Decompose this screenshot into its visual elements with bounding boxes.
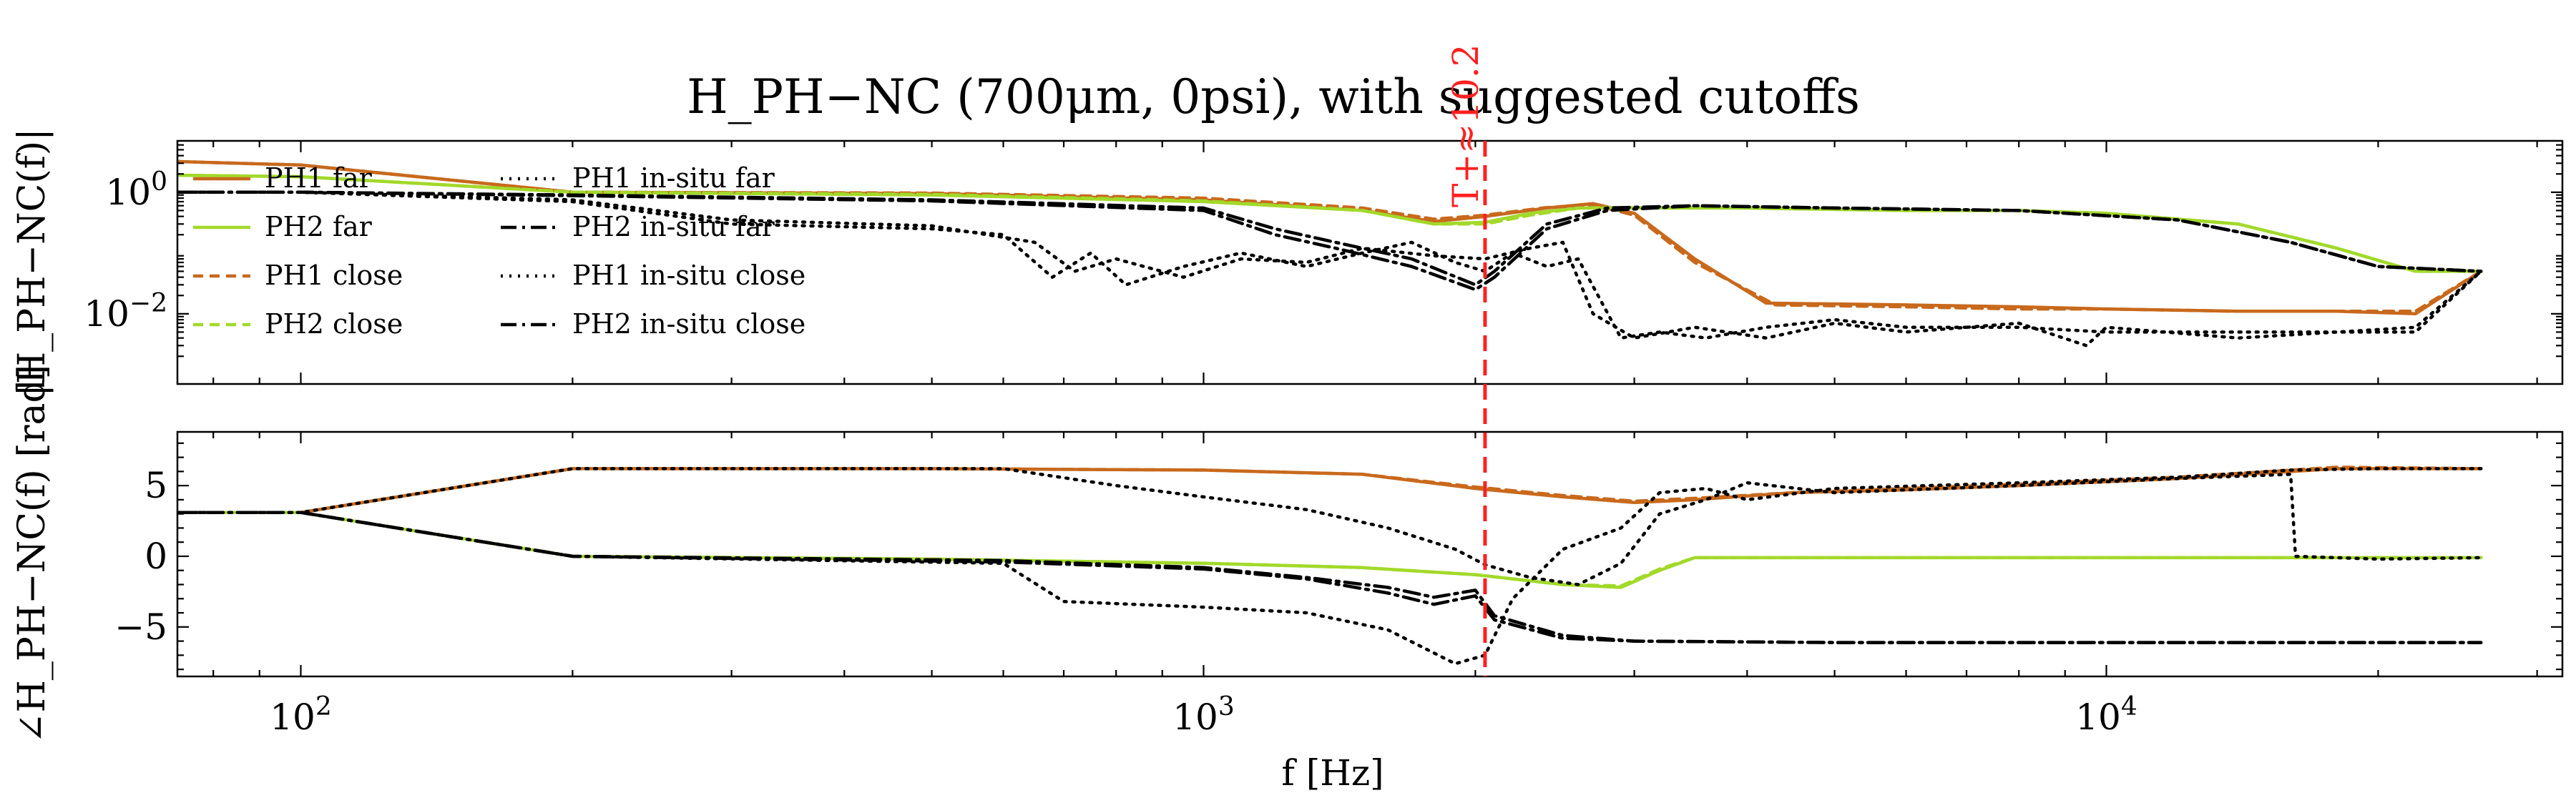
phase-series-ph1-in-situ-far — [177, 467, 2483, 586]
phase-series-ph2-far — [177, 511, 2483, 589]
phase-ytick-label: 0 — [145, 536, 167, 577]
legend-label: PH1 close — [265, 260, 403, 291]
magnitude-series-ph1-far — [177, 159, 2483, 316]
legend-label: PH1 in-situ far — [572, 162, 775, 194]
magnitude-series-ph1-in-situ-close — [177, 190, 2483, 348]
phase-series-ph2-in-situ-close — [177, 511, 2483, 644]
legend-label: PH2 far — [265, 211, 373, 242]
cutoff-marker: T+≈10.2 — [1445, 44, 1487, 676]
cutoff-label: T+≈10.2 — [1445, 44, 1487, 207]
magnitude-ytick-label: 10−2 — [84, 289, 167, 335]
phase-ylabel: ∠H_PH−NC(f) [rad] — [11, 365, 54, 744]
magnitude-ytick-label: 100 — [105, 167, 167, 213]
phase-panel: 5 0 −5 ∠H_PH−NC(f) [rad] — [11, 365, 2564, 744]
legend-label: PH1 in-situ close — [572, 260, 805, 291]
chart-title: H_PH−NC (700μm, 0psi), with suggested cu… — [687, 69, 1860, 124]
phase-series-ph2-in-situ-far — [177, 511, 2483, 644]
phase-series-ph2-close — [177, 511, 2483, 588]
phase-ytick-label: 5 — [145, 465, 167, 506]
legend-label: PH2 in-situ close — [572, 308, 805, 340]
legend-label: PH1 far — [265, 162, 373, 194]
phase-series-ph1-close — [177, 465, 2483, 514]
legend-label: PH2 close — [265, 308, 403, 340]
x-tick-label: 104 — [2075, 692, 2137, 738]
phase-ytick-label: −5 — [114, 606, 167, 648]
magnitude-series-ph1-close — [177, 159, 2483, 313]
legend: PH1 far PH2 far PH1 close PH2 close PH1 in-s… — [193, 162, 805, 340]
x-tick-label: 102 — [270, 692, 332, 738]
x-tick-label: 103 — [1172, 692, 1235, 738]
legend-label: PH2 in-situ far — [572, 211, 775, 242]
magnitude-series-ph2-close — [177, 173, 2483, 273]
magnitude-ylabel: |H_PH−NC(f)| — [11, 128, 54, 396]
phase-axes-frame — [176, 430, 2564, 678]
magnitude-series-ph2-in-situ-close — [177, 190, 2483, 292]
x-axis-label: f [Hz] — [1281, 752, 1384, 794]
magnitude-panel: 100 10−2 |H_PH−NC(f)| PH1 far PH2 far PH1 c… — [11, 128, 2564, 397]
